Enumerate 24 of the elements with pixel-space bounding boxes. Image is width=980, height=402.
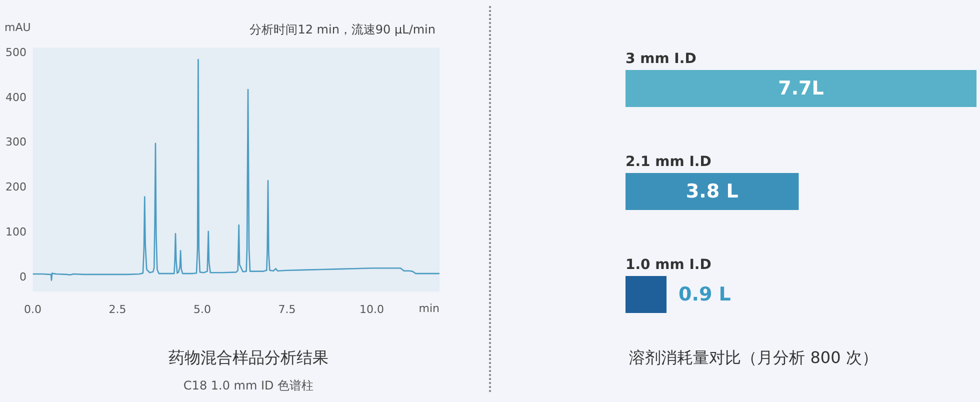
y-tick-label: 300 — [6, 136, 27, 149]
text: C18 1.0 mm ID 色谱柱 — [183, 378, 314, 392]
text: 分析时间12 min，流速90 μL/min — [250, 22, 436, 36]
line-series — [32, 58, 440, 281]
x-tick-label: 5.0 — [194, 303, 212, 316]
y-tick-label: 2.1 mm I.D — [626, 154, 712, 170]
x-tick-label: 2.5 — [108, 303, 126, 316]
x-axis-title: min — [418, 302, 440, 315]
x-tick-label: 0.0 — [24, 303, 42, 316]
y-tick-label: 0 — [20, 270, 26, 284]
y-axis-title: mAU — [4, 21, 31, 34]
y-tick-label: 1.0 mm I.D — [626, 256, 712, 273]
x-tick-label: 7.5 — [278, 303, 296, 316]
data-label: 3.8 L — [686, 180, 738, 202]
text: 药物混合样品分析结果 — [168, 348, 328, 367]
y-tick-label: 3 mm I.D — [626, 50, 696, 67]
x-tick-label: 10.0 — [359, 303, 384, 316]
y-tick-label: 400 — [6, 90, 27, 104]
y-tick-label: 500 — [6, 46, 27, 59]
text: 溶剂消耗量对比（月分析 800 次） — [629, 348, 878, 367]
y-tick-label: 200 — [6, 180, 27, 194]
data-label: 0.9 L — [678, 284, 731, 306]
y-tick-label: 100 — [6, 225, 27, 238]
data-label: 7.7L — [778, 78, 824, 100]
